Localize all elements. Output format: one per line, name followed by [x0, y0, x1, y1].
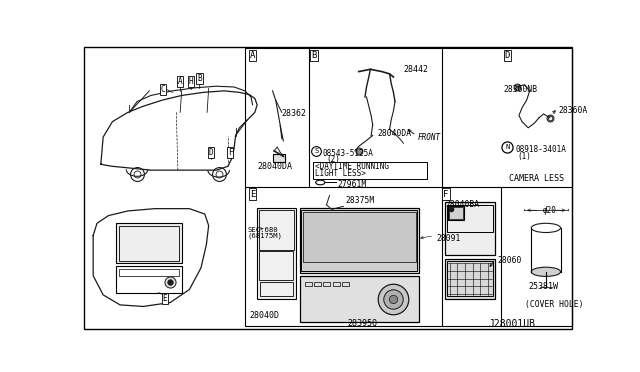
Bar	[323, 282, 330, 286]
Bar	[257, 208, 296, 299]
Bar	[300, 208, 419, 273]
Bar	[259, 251, 293, 280]
Text: N: N	[506, 144, 509, 150]
Text: J28001UB: J28001UB	[489, 319, 536, 329]
Text: 28091: 28091	[436, 234, 461, 243]
Bar	[118, 225, 179, 261]
Text: 28060: 28060	[497, 256, 522, 265]
Text: D: D	[209, 148, 213, 157]
Bar	[314, 282, 321, 286]
Text: FRONT: FRONT	[418, 133, 441, 142]
Text: B: B	[312, 51, 317, 60]
Bar	[447, 205, 493, 232]
Text: CAMERA LESS: CAMERA LESS	[509, 174, 564, 183]
Text: 28360A: 28360A	[558, 106, 588, 115]
Bar	[333, 282, 340, 286]
Text: A: A	[178, 77, 182, 86]
Bar	[305, 282, 312, 286]
Text: 28360NB: 28360NB	[504, 86, 538, 94]
Bar	[116, 266, 182, 294]
Text: 27961M: 27961M	[337, 180, 367, 189]
Bar	[448, 206, 463, 220]
Text: SEC.680: SEC.680	[247, 227, 278, 233]
Bar	[445, 259, 495, 299]
Text: (2): (2)	[326, 155, 340, 164]
Bar	[301, 210, 417, 271]
Bar	[449, 207, 463, 219]
Bar	[245, 48, 572, 326]
Text: (COVER HOLE): (COVER HOLE)	[525, 300, 584, 309]
Text: S: S	[314, 148, 319, 154]
Text: F: F	[443, 189, 449, 199]
Text: D: D	[505, 51, 510, 60]
Bar	[447, 261, 493, 296]
Text: (1): (1)	[517, 152, 531, 161]
Text: 28442: 28442	[403, 65, 428, 74]
Text: E: E	[163, 294, 167, 303]
Text: <DAYTIME RUNNING: <DAYTIME RUNNING	[315, 163, 389, 171]
Text: 28375M: 28375M	[345, 196, 374, 205]
Text: 28040DA: 28040DA	[378, 129, 412, 138]
Text: 28395Q: 28395Q	[348, 319, 377, 328]
Text: E: E	[250, 189, 255, 199]
Text: F: F	[228, 148, 232, 157]
Bar	[342, 282, 349, 286]
Text: B: B	[197, 74, 202, 83]
Text: 28362: 28362	[282, 109, 307, 118]
Text: C: C	[161, 85, 166, 94]
Bar	[118, 269, 179, 276]
Text: φ20: φ20	[543, 206, 557, 215]
Text: 25381W: 25381W	[528, 282, 558, 291]
Bar	[273, 154, 285, 162]
Bar	[312, 162, 427, 179]
Text: H: H	[189, 77, 193, 86]
Text: LIGHT LESS>: LIGHT LESS>	[315, 169, 366, 177]
Text: A: A	[250, 51, 255, 60]
Bar	[116, 223, 182, 263]
Bar	[260, 282, 292, 296]
Bar	[259, 210, 294, 250]
Text: 08543-5125A: 08543-5125A	[323, 148, 374, 158]
Text: (68175M): (68175M)	[247, 232, 282, 239]
Ellipse shape	[531, 267, 561, 276]
Bar	[300, 276, 419, 322]
Text: 28040BA: 28040BA	[445, 200, 479, 209]
Text: 28040D: 28040D	[250, 311, 280, 320]
Text: 28040DA: 28040DA	[257, 162, 292, 171]
Bar	[303, 212, 416, 262]
Text: 08918-3401A: 08918-3401A	[515, 145, 566, 154]
Bar	[445, 202, 495, 255]
